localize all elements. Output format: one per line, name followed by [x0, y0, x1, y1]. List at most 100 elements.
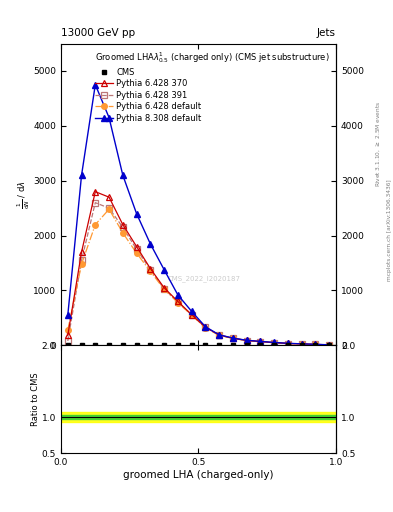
- Line: Pythia 6.428 370: Pythia 6.428 370: [65, 189, 332, 348]
- CMS: [134, 342, 139, 348]
- Pythia 6.428 391: [327, 342, 332, 348]
- Pythia 6.428 391: [313, 342, 318, 348]
- Pythia 6.428 default: [299, 341, 304, 347]
- Bar: [61, 415, 336, 419]
- Pythia 6.428 default: [327, 342, 332, 348]
- Pythia 8.308 default: [217, 332, 222, 338]
- Pythia 6.428 370: [189, 311, 194, 317]
- Pythia 8.308 default: [258, 338, 263, 345]
- Pythia 6.428 default: [65, 327, 70, 333]
- CMS: [244, 342, 249, 348]
- Pythia 6.428 391: [217, 332, 222, 338]
- Pythia 6.428 391: [65, 338, 70, 344]
- Pythia 6.428 default: [258, 338, 263, 345]
- Pythia 8.308 default: [134, 210, 139, 217]
- Pythia 6.428 391: [120, 224, 125, 230]
- Legend: CMS, Pythia 6.428 370, Pythia 6.428 391, Pythia 6.428 default, Pythia 8.308 defa: CMS, Pythia 6.428 370, Pythia 6.428 391,…: [92, 48, 332, 125]
- Pythia 6.428 391: [189, 312, 194, 318]
- CMS: [162, 342, 167, 348]
- Pythia 6.428 391: [285, 340, 290, 347]
- CMS: [120, 342, 125, 348]
- CMS: [175, 342, 180, 348]
- Pythia 6.428 391: [230, 335, 235, 342]
- Pythia 6.428 default: [175, 300, 180, 306]
- Pythia 6.428 default: [93, 222, 97, 228]
- Pythia 6.428 370: [162, 285, 167, 291]
- CMS: [258, 342, 263, 348]
- Pythia 6.428 391: [162, 286, 167, 292]
- Bar: [61, 412, 336, 422]
- Pythia 8.308 default: [93, 81, 97, 88]
- Pythia 8.308 default: [244, 337, 249, 344]
- CMS: [285, 342, 290, 348]
- CMS: [189, 342, 194, 348]
- Pythia 6.428 default: [79, 261, 84, 267]
- Pythia 6.428 391: [299, 341, 304, 347]
- Pythia 6.428 370: [203, 324, 208, 330]
- Text: CMS_2022_I2020187: CMS_2022_I2020187: [167, 275, 241, 282]
- Text: Rivet 3.1.10, $\geq$ 2.5M events: Rivet 3.1.10, $\geq$ 2.5M events: [374, 100, 382, 186]
- CMS: [93, 342, 97, 348]
- Line: Pythia 6.428 391: Pythia 6.428 391: [65, 200, 332, 348]
- CMS: [272, 342, 277, 348]
- Pythia 6.428 391: [175, 299, 180, 305]
- Pythia 6.428 default: [272, 339, 277, 346]
- Pythia 6.428 default: [189, 312, 194, 318]
- Pythia 8.308 default: [175, 292, 180, 298]
- CMS: [327, 342, 332, 348]
- Pythia 6.428 391: [272, 339, 277, 346]
- Pythia 6.428 370: [313, 342, 318, 348]
- CMS: [299, 342, 304, 348]
- Pythia 6.428 370: [244, 337, 249, 344]
- Pythia 8.308 default: [285, 340, 290, 347]
- Pythia 8.308 default: [65, 312, 70, 318]
- CMS: [107, 342, 112, 348]
- Pythia 6.428 370: [79, 249, 84, 255]
- Pythia 6.428 391: [134, 246, 139, 252]
- Pythia 6.428 370: [285, 340, 290, 347]
- Pythia 6.428 370: [258, 338, 263, 345]
- Pythia 6.428 370: [93, 188, 97, 195]
- Line: Pythia 6.428 default: Pythia 6.428 default: [65, 206, 332, 348]
- Y-axis label: Ratio to CMS: Ratio to CMS: [31, 372, 40, 426]
- Pythia 8.308 default: [79, 172, 84, 178]
- Pythia 6.428 370: [134, 244, 139, 250]
- Pythia 6.428 391: [148, 267, 152, 273]
- Line: CMS: CMS: [65, 343, 332, 348]
- Pythia 6.428 370: [120, 222, 125, 228]
- Pythia 8.308 default: [120, 172, 125, 178]
- Pythia 6.428 default: [134, 250, 139, 256]
- Pythia 6.428 370: [148, 265, 152, 271]
- Pythia 6.428 370: [299, 341, 304, 347]
- Pythia 6.428 370: [327, 342, 332, 348]
- Pythia 6.428 default: [120, 230, 125, 236]
- Pythia 8.308 default: [327, 342, 332, 348]
- Text: 13000 GeV pp: 13000 GeV pp: [61, 28, 135, 38]
- Pythia 8.308 default: [148, 241, 152, 247]
- Pythia 8.308 default: [203, 324, 208, 330]
- Text: Jets: Jets: [317, 28, 336, 38]
- Pythia 6.428 391: [79, 257, 84, 263]
- Pythia 8.308 default: [162, 267, 167, 273]
- Pythia 6.428 default: [107, 206, 112, 212]
- X-axis label: groomed LHA (charged-only): groomed LHA (charged-only): [123, 470, 274, 480]
- Pythia 8.308 default: [299, 341, 304, 347]
- Pythia 6.428 391: [244, 337, 249, 344]
- Pythia 6.428 default: [148, 268, 152, 274]
- Pythia 6.428 370: [175, 298, 180, 305]
- Line: Pythia 8.308 default: Pythia 8.308 default: [65, 82, 332, 348]
- Pythia 6.428 370: [107, 194, 112, 200]
- Pythia 6.428 391: [107, 205, 112, 211]
- Pythia 6.428 default: [162, 286, 167, 292]
- Pythia 6.428 391: [93, 200, 97, 206]
- CMS: [65, 342, 70, 348]
- Pythia 8.308 default: [272, 339, 277, 346]
- Text: mcplots.cern.ch [arXiv:1306.3436]: mcplots.cern.ch [arXiv:1306.3436]: [387, 180, 391, 281]
- Pythia 6.428 default: [230, 335, 235, 342]
- Pythia 8.308 default: [189, 308, 194, 314]
- Pythia 6.428 391: [258, 338, 263, 345]
- Pythia 8.308 default: [313, 341, 318, 347]
- Y-axis label: $\frac{1}{\mathrm{d}N}$ / $\mathrm{d}\lambda$: $\frac{1}{\mathrm{d}N}$ / $\mathrm{d}\la…: [15, 180, 32, 209]
- Pythia 8.308 default: [107, 115, 112, 121]
- Pythia 8.308 default: [230, 335, 235, 341]
